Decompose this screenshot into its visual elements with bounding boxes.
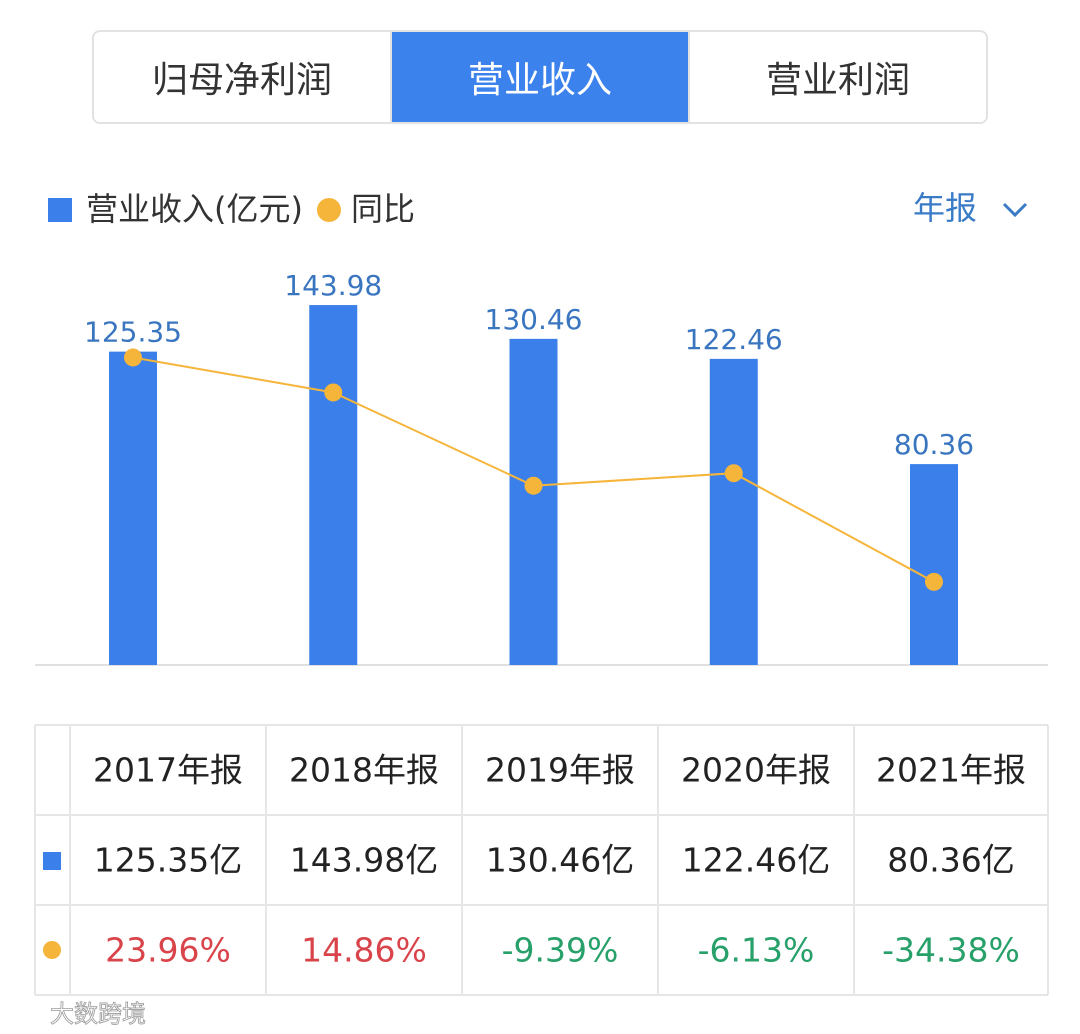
row-marker — [43, 941, 61, 959]
line-point — [124, 348, 142, 367]
row-marker — [43, 852, 61, 870]
table-cell: 130.46亿 — [486, 841, 634, 880]
bar — [910, 464, 958, 665]
tab[interactable]: 营业利润 — [765, 60, 910, 101]
bar-label: 143.98 — [284, 269, 382, 302]
table-cell: 125.35亿 — [94, 841, 242, 880]
legend-label: 营业收入(亿元) — [86, 190, 303, 228]
bar — [309, 305, 358, 665]
bar-label: 122.46 — [685, 323, 783, 356]
bar — [709, 358, 758, 665]
tab-bar: 归母净利润 营业收入 营业利润 — [92, 30, 988, 124]
column-header: 2021年报 — [876, 751, 1026, 790]
table-cell: 80.36亿 — [887, 841, 1014, 880]
column-header: 2020年报 — [681, 751, 831, 790]
table-cell: 14.86% — [301, 931, 427, 970]
table-cell: 23.96% — [105, 931, 231, 970]
column-header: 2018年报 — [289, 751, 439, 790]
bar — [109, 351, 157, 665]
column-header: 2019年报 — [485, 751, 635, 790]
bar — [509, 338, 558, 665]
period-dropdown[interactable]: 年报 — [913, 189, 977, 227]
watermark: 大数跨境 — [50, 1000, 146, 1028]
legend-swatch — [316, 198, 341, 222]
table-cell: 122.46亿 — [682, 841, 830, 880]
tab[interactable]: 营业收入 — [392, 32, 690, 122]
tab[interactable]: 归母净利润 — [94, 32, 392, 122]
table-cell: -6.13% — [698, 931, 815, 970]
dropdown-chevron — [1002, 202, 1028, 218]
column-header: 2017年报 — [93, 751, 243, 790]
legend-swatch — [48, 198, 72, 222]
bar-label: 130.46 — [485, 303, 583, 336]
table-cell: -34.38% — [882, 931, 1020, 970]
table-cell: -9.39% — [502, 931, 619, 970]
table-cell: 143.98亿 — [290, 841, 438, 880]
bar-label: 125.35 — [84, 316, 182, 349]
line-point — [925, 572, 943, 591]
line-point — [524, 476, 543, 495]
data-table: 2017年报 2018年报 2019年报 2020年报 2021年报 125.35亿 143… — [34, 724, 1049, 996]
line-point — [724, 464, 743, 483]
line-point — [324, 383, 343, 402]
bar-label: 80.36 — [894, 428, 974, 461]
legend-label: 同比 — [351, 190, 415, 228]
